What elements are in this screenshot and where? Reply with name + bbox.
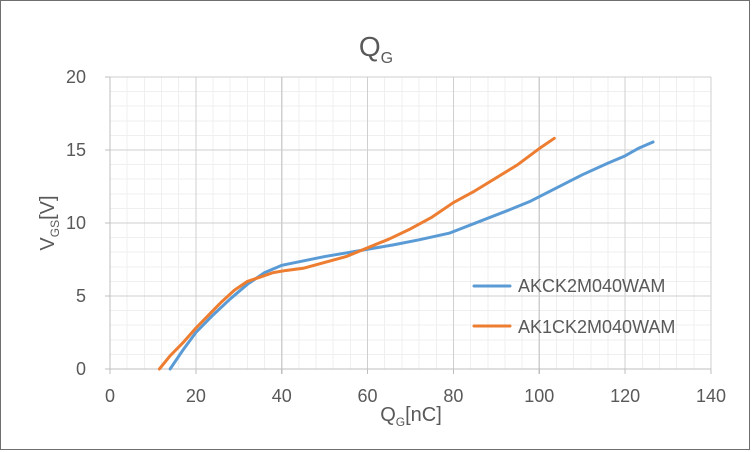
series-line-1 — [157, 136, 556, 371]
x-tick-label: 40 — [272, 386, 292, 406]
x-tick-label: 120 — [610, 386, 640, 406]
y-tick-label: 5 — [76, 286, 86, 306]
y-tick-label: 10 — [66, 213, 86, 233]
x-tick-label: 20 — [186, 386, 206, 406]
y-axis-label: VGS[V] — [37, 195, 62, 250]
y-tick-label: 15 — [66, 140, 86, 160]
y-tick-label: 0 — [76, 359, 86, 379]
x-tick-label: 140 — [696, 386, 726, 406]
legend-label-1: AK1CK2M040WAM — [518, 317, 675, 337]
major-grid-lines — [109, 76, 712, 370]
chart-title: QG — [359, 31, 393, 67]
x-tick-label: 100 — [524, 386, 554, 406]
axes — [105, 76, 712, 374]
y-tick-label: 20 — [66, 67, 86, 87]
x-tick-label: 60 — [358, 386, 378, 406]
legend-label-0: AKCK2M040WAM — [518, 276, 665, 296]
series-line-0 — [168, 140, 655, 371]
legend: AKCK2M040WAM AK1CK2M040WAM — [472, 276, 675, 337]
x-axis-label: QG[nC] — [380, 404, 442, 429]
chart-labels: 0 5 10 15 20 0 20 40 60 80 100 120 140 QG QG[nC] VGS[V] — [37, 31, 726, 429]
x-tick-label: 0 — [105, 386, 115, 406]
x-tick-label: 80 — [443, 386, 463, 406]
series-group — [157, 136, 655, 371]
